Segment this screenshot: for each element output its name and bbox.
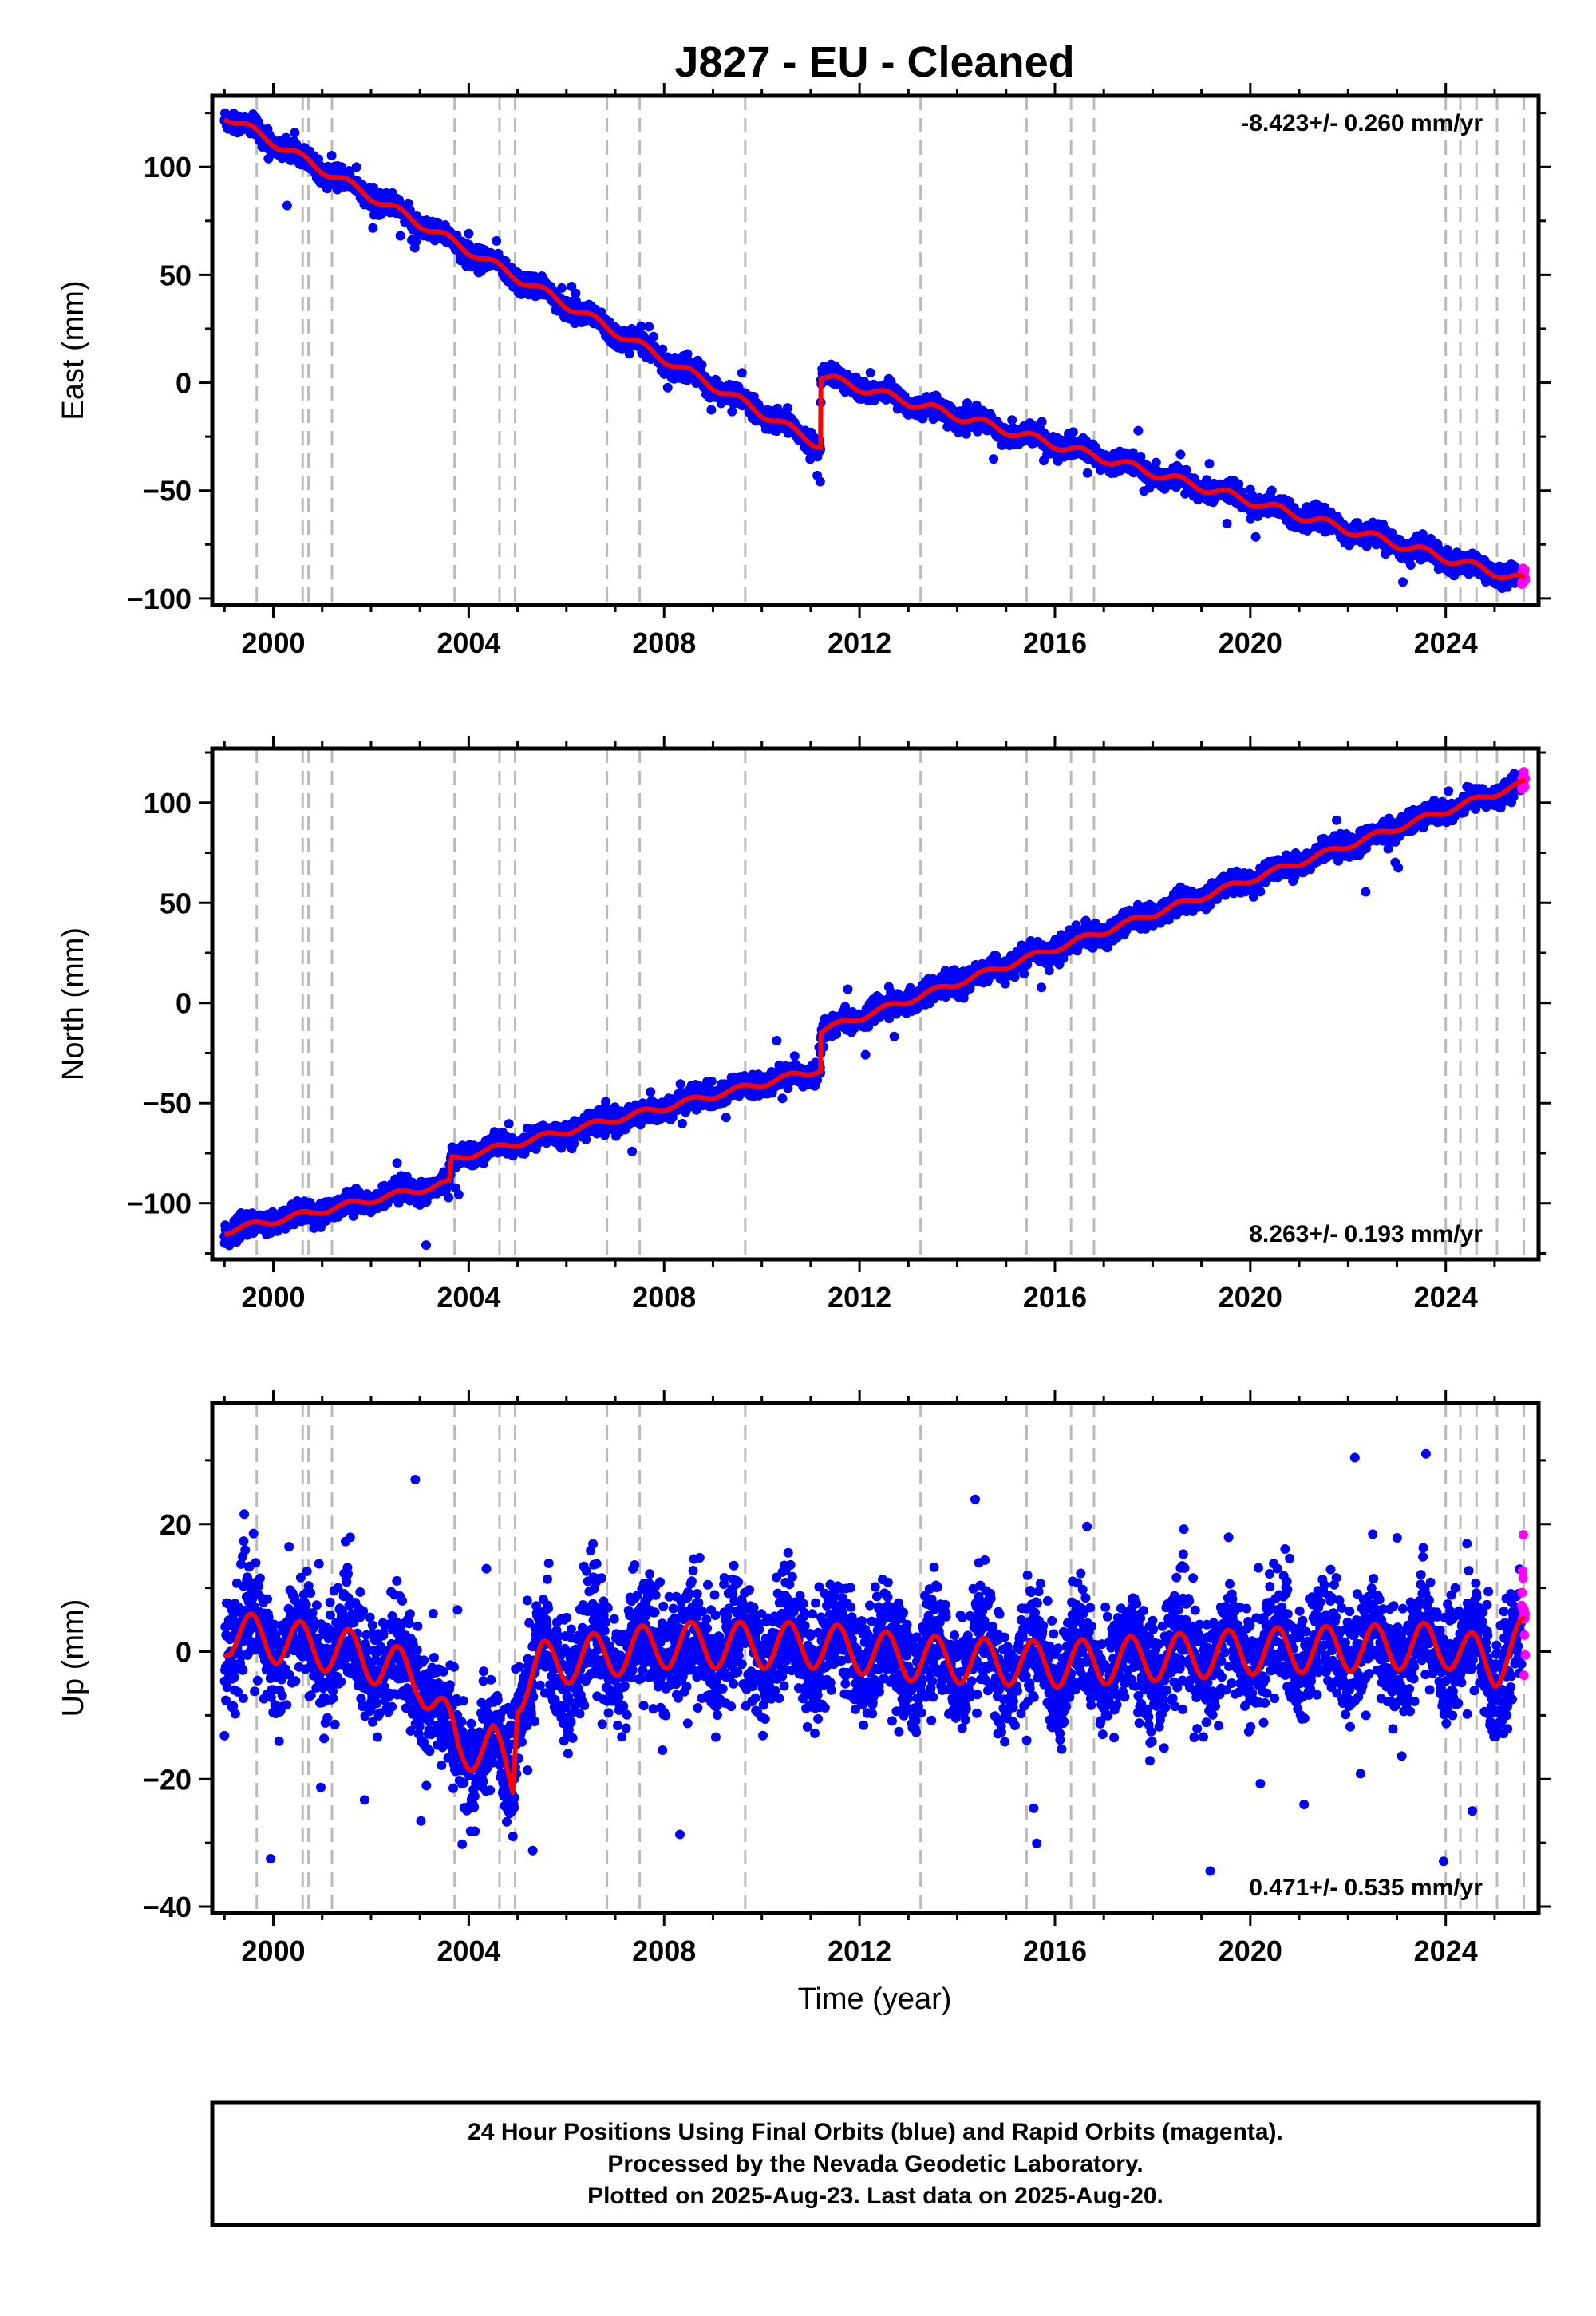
north-panel: 2000 2004 2008 2012 2016 2020 2024−100−5005010… xyxy=(57,736,1551,1314)
east-event-lines xyxy=(255,96,1526,605)
final-orbit-point xyxy=(411,236,421,247)
east-x-tick-label: 2024 xyxy=(1414,626,1478,659)
final-orbit-point xyxy=(706,405,717,415)
final-orbit-point xyxy=(557,283,567,293)
final-orbit-point xyxy=(697,360,707,370)
final-orbit-point xyxy=(727,406,737,417)
east-y-axis-label: East (mm) xyxy=(57,280,90,420)
final-orbit-point xyxy=(1175,449,1186,460)
east-y-tick-label: −100 xyxy=(127,583,192,615)
figure-title: J827 - EU - Cleaned xyxy=(674,38,1074,86)
east-x-tick-label: 2008 xyxy=(632,626,696,659)
final-orbit-point xyxy=(1417,529,1428,539)
east-x-tick-label: 2004 xyxy=(437,626,500,659)
final-orbit-point xyxy=(369,182,378,192)
final-orbit-point xyxy=(1398,577,1408,587)
final-orbit-point xyxy=(571,288,581,298)
final-orbit-point xyxy=(492,235,502,246)
final-orbit-point xyxy=(1250,532,1261,542)
final-orbit-point xyxy=(1222,518,1232,528)
final-orbit-point xyxy=(644,322,654,332)
final-orbit-point xyxy=(282,200,292,211)
final-orbit-point xyxy=(737,368,747,378)
final-orbit-point xyxy=(1234,479,1244,489)
east-x-tick-label: 2016 xyxy=(1023,626,1087,659)
final-orbit-point xyxy=(395,231,405,241)
final-orbit-point xyxy=(649,331,658,342)
final-orbit-point xyxy=(351,162,361,172)
east-y-tick-label: 100 xyxy=(144,151,192,184)
final-orbit-point xyxy=(1133,425,1144,436)
final-orbit-point xyxy=(290,128,300,138)
final-orbit-point xyxy=(1068,427,1078,437)
final-orbit-point xyxy=(1082,468,1092,478)
final-orbit-point xyxy=(636,321,646,331)
final-orbit-point xyxy=(989,454,999,464)
final-orbit-point xyxy=(1405,560,1416,570)
east-x-tick-label: 2012 xyxy=(828,626,891,659)
east-y-tick-label: 0 xyxy=(176,367,192,400)
east-x-tick-label: 2020 xyxy=(1219,626,1282,659)
final-orbit-point xyxy=(403,198,413,208)
east-rate-label: -8.423+/- 0.260 mm/yr xyxy=(1241,110,1483,136)
final-orbit-point xyxy=(624,349,634,359)
final-orbit-point xyxy=(815,476,825,487)
final-orbit-point xyxy=(464,228,474,239)
final-orbit-point xyxy=(662,382,673,393)
final-orbit-point xyxy=(1037,417,1047,427)
final-orbit-point xyxy=(326,151,337,160)
final-orbit-point xyxy=(658,344,668,354)
final-orbit-point xyxy=(1204,459,1215,469)
east-y-tick-label: −50 xyxy=(143,475,192,508)
east-panel: 2000 2004 2008 2012 2016 2020 2024 −100 −50 0 50 10… xyxy=(57,83,1551,659)
east-y-tick-label: 50 xyxy=(160,259,192,291)
final-orbit-point xyxy=(865,368,875,377)
north-final-points xyxy=(219,769,1527,1251)
final-orbit-point xyxy=(1266,485,1277,496)
east-x-tick-label: 2000 xyxy=(241,626,305,659)
final-orbit-point xyxy=(368,223,378,233)
